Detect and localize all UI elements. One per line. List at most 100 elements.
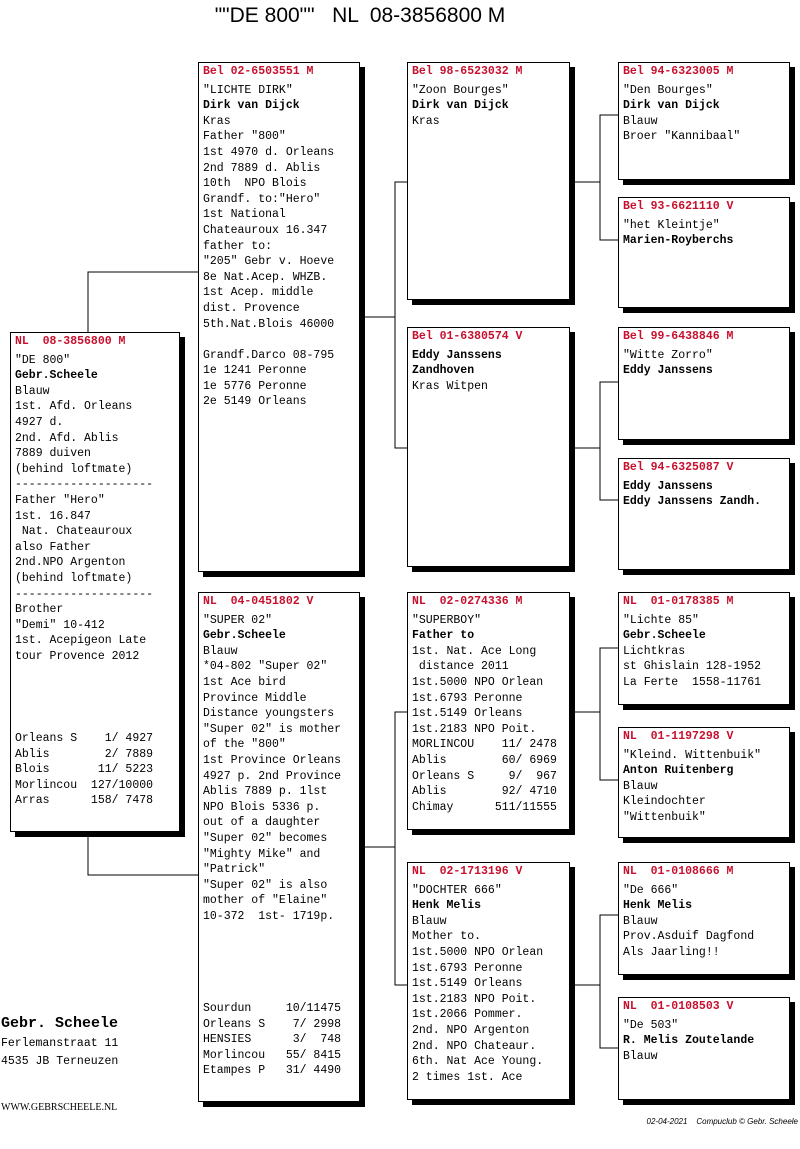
pigeon-card: Bel 01-6380574 V Eddy Janssens Zandhoven Kr…	[407, 327, 570, 567]
info-line: Blauw	[623, 779, 658, 793]
pigeon-card: Bel 99-6438846 M "Witte Zorro" Eddy Jansse…	[618, 327, 790, 440]
info-line: NPO Blois 5336 p.	[203, 800, 321, 814]
pigeon-card: Bel 02-6503551 M "LICHTE DIRK" Dirk van Di…	[198, 62, 360, 572]
ring-number: NL 08-3856800 M	[15, 335, 126, 348]
info-line: 2e 5149 Orleans	[203, 395, 307, 409]
pigeon-name: "De 666"	[623, 883, 679, 897]
result-line: Morlincou 55/ 8415	[203, 1048, 342, 1062]
info-line: "Wittenbuik"	[623, 810, 706, 824]
info-line: Grandf. to:"Hero"	[203, 192, 321, 206]
owner-line: Zandhoven	[412, 364, 475, 378]
title: ""DE 800"" NL 08-3856800 M	[214, 4, 506, 27]
info-line: Father "800"	[203, 130, 286, 144]
ring-number: Bel 01-6380574 V	[412, 330, 523, 343]
info-line: 1st. Acepigeon Late	[15, 634, 147, 648]
info-line: father to:	[203, 239, 273, 253]
info-line: *04-802 "Super 02"	[203, 660, 328, 674]
ring-number: NL 01-0178385 M	[623, 595, 734, 608]
info-line: "Super 02" becomes	[203, 831, 328, 845]
pigeon-card: Bel 94-6325087 V Eddy Janssens Eddy Jansse…	[618, 458, 790, 570]
pigeon-card: NL 01-1197298 V "Kleind. Wittenbuik" Anton…	[618, 727, 790, 838]
info-line: 1st.2183 NPO Poit.	[412, 992, 537, 1006]
info-line: 1st.5149 Orleans	[412, 977, 523, 991]
result-line: Ablis 2/ 7889	[15, 747, 154, 761]
info-line: Broer "Kannibaal"	[623, 130, 741, 144]
info-line: 7889 duiven	[15, 447, 91, 461]
pigeon-card: Bel 93-6621110 V "het Kleintje" Marien-Roy…	[618, 197, 790, 308]
info-line: 1st.2183 NPO Poit.	[412, 722, 537, 736]
result-line: Orleans S 1/ 4927	[15, 732, 154, 746]
info-line: Orleans S 9/ 967	[412, 769, 557, 783]
info-line: "205" Gebr v. Hoeve	[203, 255, 335, 269]
info-line: Ablis 60/ 6969	[412, 753, 557, 767]
info-line: st Ghislain 128-1952	[623, 660, 762, 674]
info-line: "Super 02" is mother	[203, 722, 342, 736]
info-line: 1st.6793 Peronne	[412, 961, 523, 975]
pigeon-name: "Kleind. Wittenbuik"	[623, 748, 762, 762]
owner-line: Eddy Janssens	[623, 364, 713, 378]
info-line: "Super 02" is also	[203, 878, 328, 892]
website: WWW.GEBRSCHEELE.NL	[1, 1102, 118, 1113]
info-line: 1st.6793 Peronne	[412, 691, 523, 705]
info-line: 1st Acep. middle	[203, 286, 314, 300]
info-line: 8e Nat.Acep. WHZB.	[203, 270, 328, 284]
info-line: Blauw	[623, 914, 658, 928]
result-line: Sourdun 10/11475	[203, 1002, 342, 1016]
info-line: 10-372 1st- 1719p.	[203, 909, 335, 923]
pigeon-name: "Witte Zorro"	[623, 348, 713, 362]
pigeon-name: "DOCHTER 666"	[412, 883, 502, 897]
info-line: Kras	[412, 114, 440, 128]
ring-number: Bel 99-6438846 M	[623, 330, 734, 343]
result-line: Blois 11/ 5223	[15, 763, 154, 777]
result-line: Orleans S 7/ 2998	[203, 1017, 342, 1031]
info-line: 5th.Nat.Blois 46000	[203, 317, 335, 331]
result-line: HENSIES 3/ 748	[203, 1033, 342, 1047]
info-line: 1st 4970 d. Orleans	[203, 145, 335, 159]
ring-number: NL 01-1197298 V	[623, 730, 734, 743]
info-line: out of a daughter	[203, 816, 321, 830]
pigeon-name: "SUPERBOY"	[412, 613, 482, 627]
date: 02-04-2021	[646, 1117, 688, 1126]
pigeon-name: "Den Bourges"	[623, 83, 713, 97]
info-line: also Father	[15, 540, 91, 554]
owner-line: Gebr.Scheele	[15, 369, 98, 383]
info-line: 1st National	[203, 208, 286, 222]
owner-line: Marien-Royberchs	[623, 234, 734, 248]
owner-line: Dirk van Dijck	[203, 99, 300, 113]
info-line: tour Provence 2012	[15, 649, 140, 663]
credit: Compuclub © Gebr. Scheele	[696, 1117, 798, 1126]
info-line: 1st Province Orleans	[203, 753, 342, 767]
info-line: Father "Hero"	[15, 493, 105, 507]
connector	[599, 914, 618, 1049]
owner-line: R. Melis Zoutelande	[623, 1034, 755, 1048]
info-line: 1e 1241 Peronne	[203, 364, 307, 378]
pigeon-name: "SUPER 02"	[203, 613, 273, 627]
connector	[394, 181, 407, 449]
owner-line: Eddy Janssens Zandh.	[623, 495, 762, 509]
info-line: Als Jaarling!!	[623, 945, 720, 959]
info-line: 6th. Nat Ace Young.	[412, 1055, 544, 1069]
owner-line: Eddy Janssens	[412, 348, 502, 362]
address-line: 4535 JB Terneuzen	[1, 1055, 119, 1068]
info-line: 2nd. Afd. Ablis	[15, 431, 119, 445]
info-line: 1st.5149 Orleans	[412, 707, 523, 721]
result-line: Arras 158/ 7478	[15, 794, 154, 808]
result-line: Etampes P 31/ 4490	[203, 1064, 342, 1078]
info-line: 1e 5776 Peronne	[203, 379, 307, 393]
info-line: Chateauroux 16.347	[203, 223, 328, 237]
info-line: 1st.5000 NPO Orlean	[412, 945, 544, 959]
info-line: Ablis 92/ 4710	[412, 785, 557, 799]
info-line: 4927 p. 2nd Province	[203, 769, 342, 783]
info-line: Brother	[15, 603, 64, 617]
connector	[87, 832, 198, 876]
ring-number: Bel 93-6621110 V	[623, 200, 734, 213]
pigeon-name: "het Kleintje"	[623, 218, 720, 232]
info-line: of the "800"	[203, 738, 286, 752]
owner-line: Anton Ruitenberg	[623, 764, 734, 778]
info-line: Blauw	[203, 644, 238, 658]
ring-number: Bel 98-6523032 M	[412, 65, 523, 78]
owner-line: Dirk van Dijck	[623, 99, 720, 113]
info-line: Chimay 511/11555	[412, 800, 557, 814]
results: Orleans S 1/ 4927 Ablis 2/ 7889 Blois 11/ …	[15, 731, 175, 809]
